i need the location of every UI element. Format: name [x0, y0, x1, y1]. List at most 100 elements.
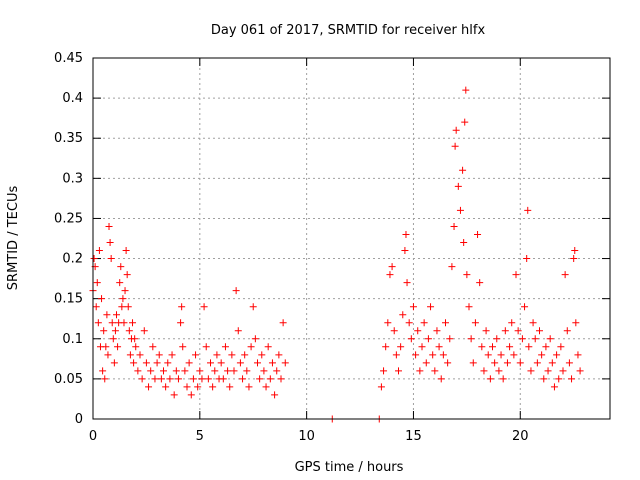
data-point	[533, 359, 541, 367]
data-point	[503, 359, 511, 367]
data-point	[124, 303, 132, 311]
data-point	[446, 335, 454, 343]
data-point	[439, 351, 447, 359]
data-point	[211, 367, 219, 375]
data-point	[386, 271, 394, 279]
data-point	[456, 206, 464, 214]
data-point	[228, 351, 236, 359]
data-point	[435, 343, 443, 351]
data-point	[105, 222, 113, 230]
data-point	[281, 359, 289, 367]
data-point	[114, 343, 122, 351]
data-point	[563, 327, 571, 335]
data-point	[92, 303, 100, 311]
data-point	[555, 375, 563, 383]
data-point	[110, 359, 118, 367]
data-point	[450, 222, 458, 230]
data-point	[260, 367, 268, 375]
data-point	[497, 351, 505, 359]
data-point	[531, 335, 539, 343]
data-point	[172, 367, 180, 375]
x-tick-label: 10	[298, 429, 315, 444]
data-point	[412, 351, 420, 359]
data-point	[209, 383, 217, 391]
data-point	[451, 142, 459, 150]
data-point	[262, 383, 270, 391]
data-point	[384, 319, 392, 327]
data-point	[482, 327, 490, 335]
data-point	[113, 311, 120, 319]
data-point	[130, 359, 138, 367]
data-point	[153, 359, 161, 367]
data-point	[236, 359, 244, 367]
data-point	[273, 367, 281, 375]
data-point	[106, 239, 114, 247]
data-point	[557, 343, 565, 351]
data-point	[226, 383, 234, 391]
data-point	[204, 375, 212, 383]
data-point	[122, 247, 130, 255]
data-point	[460, 239, 468, 247]
data-point	[407, 335, 415, 343]
data-point	[461, 118, 469, 126]
data-point	[506, 343, 514, 351]
data-point	[561, 271, 569, 279]
data-point	[117, 263, 125, 271]
data-point	[527, 367, 535, 375]
data-point	[90, 255, 98, 263]
data-point	[239, 375, 247, 383]
data-point	[109, 335, 117, 343]
data-point	[123, 271, 131, 279]
data-point	[568, 375, 576, 383]
data-point	[202, 343, 210, 351]
data-point	[420, 319, 428, 327]
data-point	[125, 327, 133, 335]
data-point	[120, 319, 128, 327]
data-point	[181, 367, 189, 375]
data-point	[189, 375, 197, 383]
data-point	[179, 343, 187, 351]
data-point	[574, 351, 582, 359]
data-point	[523, 255, 531, 263]
data-point	[254, 359, 261, 367]
data-point	[524, 206, 532, 214]
data-point	[217, 359, 225, 367]
data-point	[516, 359, 524, 367]
data-point	[433, 327, 441, 335]
data-point	[111, 327, 119, 335]
data-point	[478, 343, 486, 351]
data-point	[162, 383, 170, 391]
data-point	[131, 335, 139, 343]
ticks-layer: 0 0.05 0.1 0.15 0.2 0.25 0.3 0.35 0.4 0.45 0 5 10 15 2…	[54, 51, 610, 444]
data-point	[94, 319, 102, 327]
data-point	[462, 86, 470, 94]
data-point	[271, 391, 279, 399]
data-point	[399, 311, 407, 319]
data-point	[219, 375, 227, 383]
data-point	[572, 319, 580, 327]
data-point	[437, 375, 445, 383]
data-point	[538, 351, 546, 359]
y-tick-label: 0	[75, 412, 83, 427]
data-point	[427, 303, 435, 311]
data-point	[499, 375, 507, 383]
data-point	[542, 343, 550, 351]
data-point	[512, 271, 520, 279]
data-point	[395, 367, 402, 375]
data-point	[416, 367, 424, 375]
data-point	[151, 375, 159, 383]
data-point	[480, 367, 488, 375]
data-point	[405, 319, 413, 327]
data-point	[101, 375, 109, 383]
data-point	[258, 351, 266, 359]
data-point	[401, 247, 409, 255]
data-point	[431, 367, 439, 375]
data-point	[187, 391, 195, 399]
data-point	[521, 303, 529, 311]
data-point	[121, 287, 129, 295]
data-point	[576, 367, 584, 375]
x-tick-label: 20	[512, 429, 529, 444]
data-point	[160, 367, 167, 375]
data-point	[264, 343, 272, 351]
